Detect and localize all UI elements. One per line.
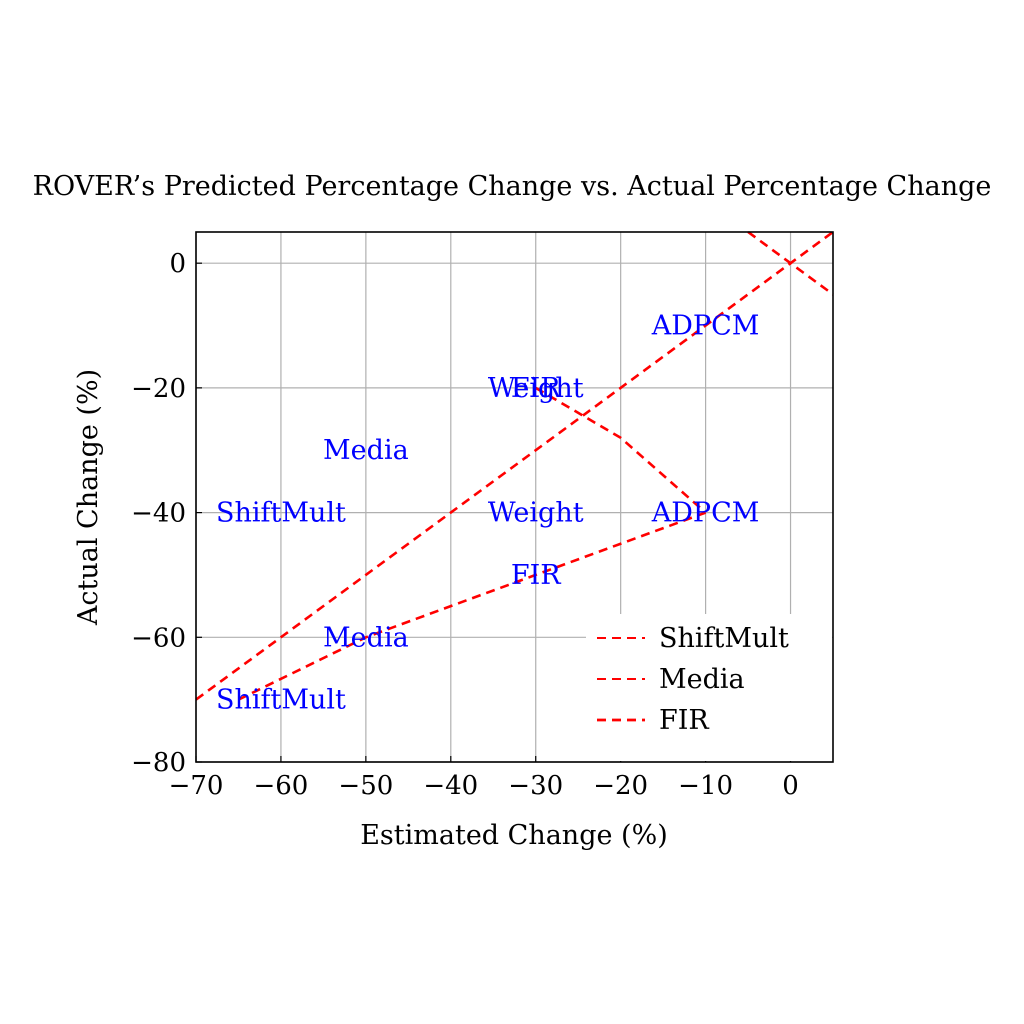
x-axis-label: Estimated Change (%) bbox=[360, 820, 668, 851]
point-label: ShiftMult bbox=[216, 685, 346, 716]
y-tick-label: −40 bbox=[131, 499, 186, 529]
series-line-fir bbox=[195, 230, 834, 701]
x-tick-label: −20 bbox=[593, 771, 648, 801]
legend-label: Media bbox=[659, 664, 745, 695]
point-label: ADPCM bbox=[651, 311, 760, 342]
y-tick-label: −20 bbox=[131, 374, 186, 404]
legend-label: ShiftMult bbox=[659, 623, 789, 654]
legend: ShiftMult Media FIR bbox=[586, 614, 832, 761]
y-tick-label: 0 bbox=[169, 249, 186, 279]
point-label: ShiftMult bbox=[216, 498, 346, 529]
point-label: Weight bbox=[488, 373, 584, 404]
tick-labels: −70 −60 −50 −40 −30 −20 −10 0 −80 −60 −40 −20 0 bbox=[131, 249, 799, 801]
point-label: FIR bbox=[511, 373, 561, 404]
x-tick-label: −50 bbox=[338, 771, 393, 801]
point-label: Media bbox=[323, 622, 409, 653]
point-annotations: ShiftMultShiftMultMediaMediaWeightFIRWei… bbox=[216, 311, 759, 716]
x-tick-label: −10 bbox=[678, 771, 733, 801]
x-tick-label: −30 bbox=[508, 771, 563, 801]
x-tick-label: 0 bbox=[782, 771, 799, 801]
y-tick-label: −60 bbox=[131, 623, 186, 653]
chart-title: ROVER’s Predicted Percentage Change vs. … bbox=[33, 171, 992, 202]
x-tick-label: −70 bbox=[169, 771, 224, 801]
point-label: FIR bbox=[511, 560, 561, 591]
y-tick-label: −80 bbox=[131, 748, 186, 778]
point-label: Media bbox=[323, 435, 409, 466]
plot-frame bbox=[195, 231, 834, 763]
point-label: Weight bbox=[488, 498, 584, 529]
legend-label: FIR bbox=[659, 705, 709, 736]
x-tick-label: −40 bbox=[423, 771, 478, 801]
x-tick-label: −60 bbox=[253, 771, 308, 801]
series-line-unnamed-3 bbox=[747, 230, 834, 296]
series-line-media bbox=[535, 386, 707, 514]
point-label: ADPCM bbox=[651, 498, 760, 529]
series-lines bbox=[195, 230, 834, 701]
series-line-shiftmult bbox=[237, 511, 707, 701]
y-axis-label: Actual Change (%) bbox=[73, 369, 104, 626]
